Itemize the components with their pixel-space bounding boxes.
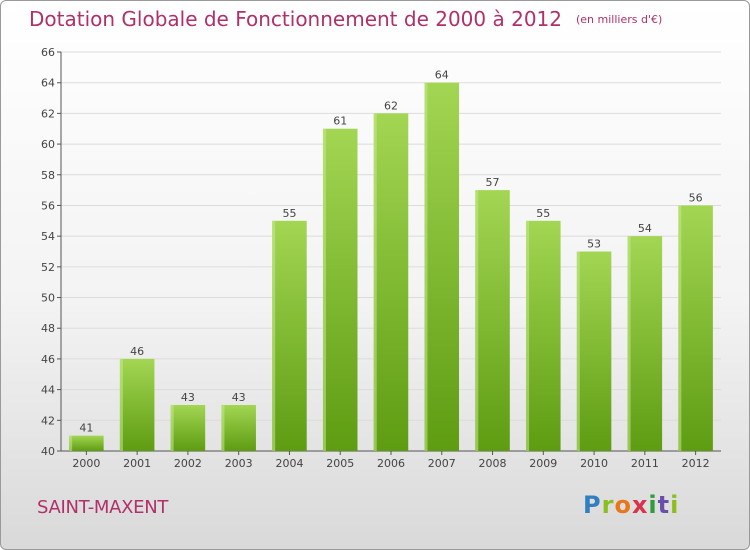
chart-title-text: Dotation Globale de Fonctionnement de 20… <box>29 7 562 31</box>
bar-highlight <box>170 404 174 451</box>
bar-2000 <box>69 435 104 451</box>
bar-2003 <box>221 404 256 451</box>
data-label: 43 <box>232 391 246 404</box>
y-tick-labels: 40 42 44 46 48 50 52 54 56 58 60 62 64 66 <box>41 46 55 458</box>
x-tick-label: 2000 <box>72 457 100 470</box>
bar-highlight <box>69 435 73 451</box>
bar-highlight <box>119 358 123 451</box>
x-tick-label: 2009 <box>529 457 557 470</box>
y-tick-label: 46 <box>41 353 55 366</box>
bar-highlight <box>322 128 326 451</box>
bar-2001 <box>119 358 155 451</box>
y-tick-label: 42 <box>41 414 55 427</box>
y-tick-label: 62 <box>41 107 55 120</box>
chart-title: Dotation Globale de Fonctionnement de 20… <box>29 7 662 31</box>
data-label: 53 <box>587 238 601 251</box>
y-tick-label: 50 <box>41 292 55 305</box>
bar-2011 <box>627 236 663 451</box>
bar-highlight <box>576 251 580 451</box>
y-tick-label: 54 <box>41 230 55 243</box>
y-tick-label: 58 <box>41 169 55 182</box>
bar-2010 <box>576 251 612 451</box>
x-tick-label: 2004 <box>275 457 303 470</box>
data-label: 55 <box>282 207 296 220</box>
data-label: 54 <box>638 222 652 235</box>
bar-2012 <box>678 205 713 451</box>
x-tick-label: 2006 <box>377 457 405 470</box>
y-tick-label: 56 <box>41 199 55 212</box>
x-tick-label: 2012 <box>682 457 710 470</box>
bar-highlight <box>678 205 682 451</box>
data-label: 57 <box>486 176 500 189</box>
bar-2008 <box>475 190 510 451</box>
bar-2007 <box>424 82 460 451</box>
commune-name: SAINT-MAXENT <box>37 497 169 518</box>
x-tick-label: 2005 <box>326 457 354 470</box>
bar-highlight <box>526 220 530 451</box>
y-tick-label: 40 <box>41 445 55 458</box>
bar-highlight <box>627 236 631 451</box>
bar-2002 <box>170 404 206 451</box>
x-tick-labels: 2000 2001 2002 2003 2004 2005 2006 2007 2008 2009… <box>72 457 709 470</box>
x-tick-label: 2002 <box>174 457 202 470</box>
y-tick-label: 64 <box>41 77 55 90</box>
bar-2005 <box>322 128 358 451</box>
bar-highlight <box>221 404 225 451</box>
y-tick-label: 66 <box>41 46 55 59</box>
y-tick-label: 44 <box>41 384 55 397</box>
proxiti-logo: Proxiti <box>583 491 680 519</box>
data-label: 64 <box>435 69 449 82</box>
y-tick-label: 48 <box>41 322 55 335</box>
x-tick-label: 2011 <box>631 457 659 470</box>
y-tick-label: 52 <box>41 261 55 274</box>
data-label: 56 <box>689 191 703 204</box>
y-tick-label: 60 <box>41 138 55 151</box>
bars <box>69 82 713 451</box>
data-label: 62 <box>384 99 398 112</box>
bar-2004 <box>272 220 307 451</box>
data-label: 43 <box>181 391 195 404</box>
x-tick-label: 2007 <box>428 457 456 470</box>
bar-highlight <box>272 220 276 451</box>
data-label: 46 <box>130 345 144 358</box>
data-labels: 41 46 43 43 55 61 62 64 57 55 53 54 56 <box>79 69 702 435</box>
data-label: 61 <box>333 115 347 128</box>
data-label: 41 <box>79 422 93 435</box>
x-tick-label: 2008 <box>479 457 507 470</box>
x-tick-label: 2003 <box>225 457 253 470</box>
x-tick-label: 2010 <box>580 457 608 470</box>
bar-2009 <box>526 220 561 451</box>
bar-highlight <box>424 82 428 451</box>
x-tick-label: 2001 <box>123 457 151 470</box>
bar-highlight <box>475 190 479 451</box>
data-label: 55 <box>536 207 550 220</box>
bar-highlight <box>373 113 377 451</box>
chart-unit: (en milliers d'€) <box>576 13 663 26</box>
bar-2006 <box>373 113 409 451</box>
